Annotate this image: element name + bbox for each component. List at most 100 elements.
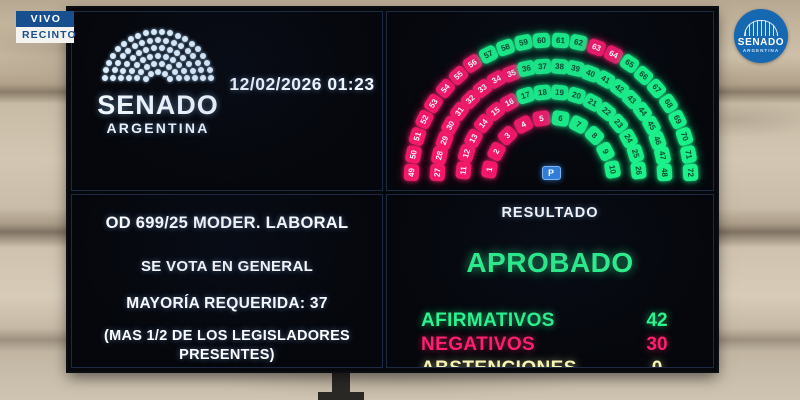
logo-title: SENADO xyxy=(97,90,219,120)
dome-dot xyxy=(174,32,181,39)
dome-dot xyxy=(155,37,161,43)
dome-dot xyxy=(185,60,192,67)
seat-47: 47 xyxy=(653,146,672,166)
dome-dot xyxy=(128,36,134,43)
dome-dot xyxy=(170,39,177,46)
dome-dot xyxy=(135,32,142,39)
seat-62: 62 xyxy=(568,33,589,52)
dome-dot xyxy=(140,57,146,64)
dome-dot xyxy=(106,59,113,66)
motion-stage: SE VOTA EN GENERAL xyxy=(140,258,314,275)
dome-dot xyxy=(148,70,154,77)
dome-dot xyxy=(151,61,158,68)
dome-dot xyxy=(143,46,150,53)
seat-49: 49 xyxy=(403,163,420,182)
result-row-label: NEGATIVOS xyxy=(421,334,536,355)
dome-dot xyxy=(170,57,176,64)
dome-dot xyxy=(126,75,133,82)
result-row-abstenciones: ABSTENCIONES 0 xyxy=(421,357,679,367)
dome-dot xyxy=(110,52,117,59)
dome-dot xyxy=(190,53,197,60)
result-row-label: AFIRMATIVOS xyxy=(421,310,555,331)
dome-dot xyxy=(159,29,166,36)
result-row-negativos: NEGATIVOS 30 xyxy=(421,333,679,357)
dome-icon xyxy=(744,19,778,36)
seat-58: 58 xyxy=(495,37,517,58)
result-verdict: APROBADO xyxy=(466,247,634,278)
dome-dot xyxy=(132,43,138,50)
monitor-support-post xyxy=(332,365,350,400)
dome-dot xyxy=(171,68,178,75)
seat-48: 48 xyxy=(656,163,673,182)
dome-dot xyxy=(136,50,142,57)
dome-dot xyxy=(158,61,165,68)
dome-dot xyxy=(129,68,136,74)
senado-logo: SENADO ARGENTINA xyxy=(94,26,222,137)
dome-dot xyxy=(115,46,122,53)
dome-dot xyxy=(184,47,191,54)
dome-dot xyxy=(162,54,169,61)
dome-dot xyxy=(176,61,183,68)
seat-18: 18 xyxy=(533,84,552,101)
dome-dot xyxy=(120,67,127,74)
live-badge-recinto: RECINTO xyxy=(16,27,76,43)
dome-dot xyxy=(134,75,141,82)
dome-icon xyxy=(98,26,218,88)
seat-37: 37 xyxy=(533,58,552,75)
dome-dot xyxy=(180,68,187,74)
panel-motion: OD 699/25 MODER. LABORAL SE VOTA EN GENE… xyxy=(71,194,383,368)
dome-dot xyxy=(208,74,215,81)
dome-dot xyxy=(147,37,153,44)
dome-dot xyxy=(129,54,136,61)
dome-dot xyxy=(155,69,161,75)
dome-dot xyxy=(178,43,184,50)
seat-70: 70 xyxy=(674,126,694,147)
dome-dot xyxy=(167,76,174,82)
result-heading: RESULTADO xyxy=(501,205,599,221)
seat-71: 71 xyxy=(679,144,698,165)
channel-logo-name: SENADO xyxy=(737,36,785,48)
panel-result: RESULTADO APROBADO AFIRMATIVOS 42 NEGATIVO… xyxy=(386,194,714,368)
seat-59: 59 xyxy=(513,33,534,52)
dome-dot xyxy=(182,36,188,43)
dome-dot xyxy=(194,60,201,66)
dome-dot xyxy=(125,47,132,54)
dome-dot xyxy=(139,39,146,46)
result-tally: AFIRMATIVOS 42 NEGATIVOS 30 ABSTENCIONES 0 xyxy=(387,309,713,367)
dome-dot xyxy=(175,75,182,82)
seat-10: 10 xyxy=(603,159,621,179)
seat-61: 61 xyxy=(551,32,570,49)
dome-dot xyxy=(183,75,190,82)
dome-dot xyxy=(203,59,210,66)
seat-72: 72 xyxy=(682,163,699,182)
dome-dot xyxy=(200,75,207,81)
dome-dot xyxy=(158,45,165,52)
seat-5: 5 xyxy=(531,110,551,128)
seat-6: 6 xyxy=(551,110,571,128)
motion-majority-note: (MAS 1/2 DE LOS LEGISLADORES PRESENTES) xyxy=(103,328,351,363)
dome-dot xyxy=(144,63,150,70)
president-seat-badge: P xyxy=(541,166,561,180)
dome-dot xyxy=(198,67,205,74)
channel-logo-subtitle: ARGENTINA xyxy=(742,47,780,53)
dome-dot xyxy=(162,70,168,77)
dome-dot xyxy=(166,46,173,53)
live-badge-vivo: VIVO xyxy=(16,11,74,27)
seat-50: 50 xyxy=(404,144,423,165)
seat-26: 26 xyxy=(630,161,647,181)
result-row-value: 30 xyxy=(646,334,668,355)
dome-dot xyxy=(151,45,158,52)
dome-dot xyxy=(189,67,196,74)
dome-dot xyxy=(115,60,122,66)
dome-dot xyxy=(194,46,201,53)
result-row-label: ABSTENCIONES xyxy=(421,357,577,367)
dome-dot xyxy=(124,60,131,67)
dome-dot xyxy=(103,67,110,74)
motion-majority: MAYORÍA REQUERIDA: 37 xyxy=(126,295,328,312)
dome-dot xyxy=(167,30,174,37)
channel-logo: SENADO ARGENTINA xyxy=(734,9,788,63)
result-row-afirmativos: AFIRMATIVOS 42 xyxy=(421,309,679,333)
dome-dot xyxy=(162,37,169,44)
panel-branding: SENADO ARGENTINA 12/02/2026 01:23 xyxy=(71,11,383,191)
